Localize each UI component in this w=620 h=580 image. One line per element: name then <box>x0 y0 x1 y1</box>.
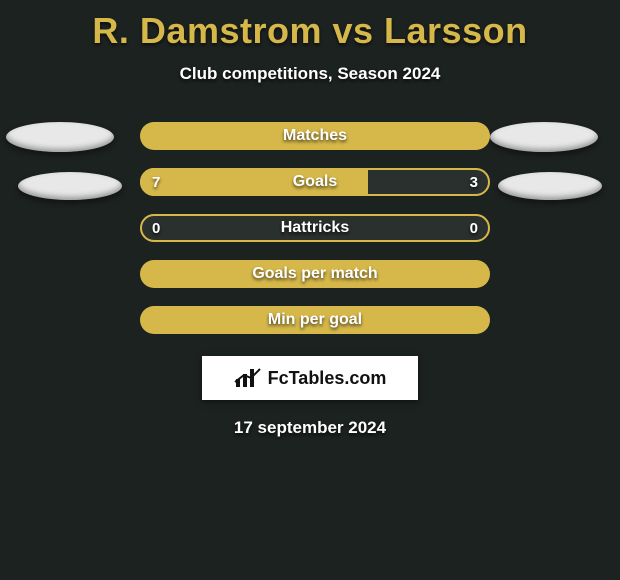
fctables-logo: FcTables.com <box>202 356 418 400</box>
page-title: R. Damstrom vs Larsson <box>0 0 620 52</box>
bar-fill <box>140 306 490 334</box>
bar-chart-icon <box>234 367 262 389</box>
stat-row: Goals per match <box>140 260 490 288</box>
logo-text: FcTables.com <box>268 368 387 389</box>
subtitle: Club competitions, Season 2024 <box>0 64 620 84</box>
stat-value-right: 0 <box>470 214 478 242</box>
stat-row: Hattricks0 0 <box>140 214 490 242</box>
bar-outline <box>140 214 490 242</box>
bar-fill <box>140 122 490 150</box>
stat-value-left: 0 <box>152 214 160 242</box>
avatar-placeholder-right-1 <box>490 122 598 152</box>
stat-bars: Matches Goals73 Hattricks0 0 Goals per match… <box>140 122 490 352</box>
date-label: 17 september 2024 <box>0 418 620 438</box>
stat-label: Hattricks <box>140 214 490 242</box>
stat-row: Goals73 <box>140 168 490 196</box>
stat-value-right: 3 <box>470 168 478 196</box>
stat-row: Matches <box>140 122 490 150</box>
avatar-placeholder-left-2 <box>18 172 122 200</box>
bar-fill-left <box>140 168 368 196</box>
stat-row: Min per goal <box>140 306 490 334</box>
bar-fill <box>140 260 490 288</box>
comparison-stage: Matches Goals73 Hattricks0 0 Goals per match… <box>0 122 620 342</box>
avatar-placeholder-right-2 <box>498 172 602 200</box>
avatar-placeholder-left-1 <box>6 122 114 152</box>
